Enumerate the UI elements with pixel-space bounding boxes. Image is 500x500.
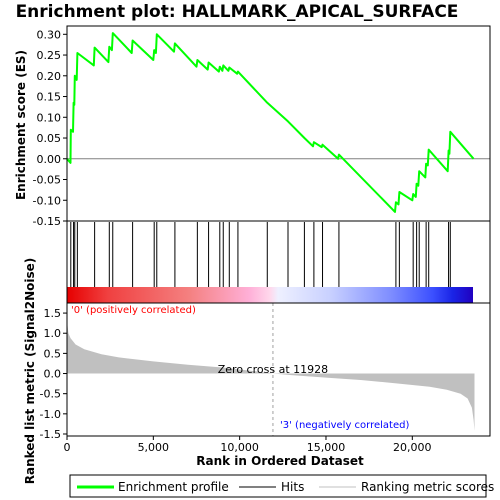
rank-x-tick-label: 15,000 [307, 441, 346, 454]
es-panel: -0.15 -0.10 -0.05 0.00 0.05 0.10 0.15 0.20 0.25 0… [14, 25, 491, 228]
rank-y-tick-label: -0.5 [40, 388, 61, 401]
rank-x-tick-label: 10,000 [220, 441, 259, 454]
es-y-label: Enrichment score (ES) [14, 50, 28, 200]
negative-correlation-label: '3' (negatively correlated) [280, 420, 409, 431]
es-y-tick-label: 0.30 [37, 28, 62, 41]
es-y-tick-label: -0.15 [33, 215, 61, 228]
es-y-tick-label: 0.25 [37, 49, 62, 62]
rank-frame [66, 302, 491, 437]
legend-label-metric: Ranking metric scores [361, 480, 494, 494]
es-y-axis: -0.15 -0.10 -0.05 0.00 0.05 0.10 0.15 0.20 0.25 0… [33, 28, 67, 228]
rank-x-axis: 0 5,000 10,000 15,000 20,000 [64, 436, 432, 454]
legend: Enrichment profile Hits Ranking metric s… [69, 474, 494, 498]
es-y-tick-label: 0.00 [37, 153, 62, 166]
rank-y-tick-label: 1.0 [44, 327, 62, 340]
rank-y-tick-label: -1.5 [40, 428, 61, 441]
rank-x-tick-label: 20,000 [393, 441, 432, 454]
rank-x-label: Rank in Ordered Dataset [196, 454, 364, 468]
rank-y-axis: -1.5 -1.0 -0.5 0.0 0.5 1.0 1.5 [40, 307, 67, 441]
legend-label-hits: Hits [281, 480, 304, 494]
hits-panel [66, 220, 491, 304]
zero-cross-label: Zero cross at 11928 [218, 363, 328, 376]
rank-y-label: Ranked list metric (Signal2Noise) [23, 258, 37, 485]
rank-color-bar [67, 287, 473, 303]
rank-y-tick-label: 0.0 [44, 368, 62, 381]
es-y-tick-label: 0.15 [37, 91, 62, 104]
rank-x-tick-label: 5,000 [138, 441, 170, 454]
es-plot-area [67, 26, 490, 221]
rank-y-tick-label: 0.5 [44, 347, 62, 360]
hit-marks [70, 222, 451, 287]
es-y-tick-label: 0.05 [37, 132, 62, 145]
positive-correlation-label: '0' (positively correlated) [71, 305, 196, 316]
es-y-tick-label: 0.20 [37, 70, 62, 83]
legend-label-profile: Enrichment profile [118, 480, 229, 494]
ranking-metric-area [67, 305, 475, 431]
rank-x-tick-label: 0 [64, 441, 71, 454]
chart-title: Enrichment plot: HALLMARK_APICAL_SURFACE [16, 2, 459, 22]
es-y-tick-label: -0.05 [33, 174, 61, 187]
es-y-tick-label: -0.10 [33, 194, 61, 207]
enrichment-profile-line [66, 32, 475, 213]
legend-box [69, 474, 487, 498]
rank-y-tick-label: 1.5 [44, 307, 62, 320]
es-y-tick-label: 0.10 [37, 111, 62, 124]
rank-y-tick-label: -1.0 [40, 408, 61, 421]
rank-panel: -1.5 -1.0 -0.5 0.0 0.5 1.0 1.5 0 5,000 10,000 15,… [23, 258, 491, 485]
